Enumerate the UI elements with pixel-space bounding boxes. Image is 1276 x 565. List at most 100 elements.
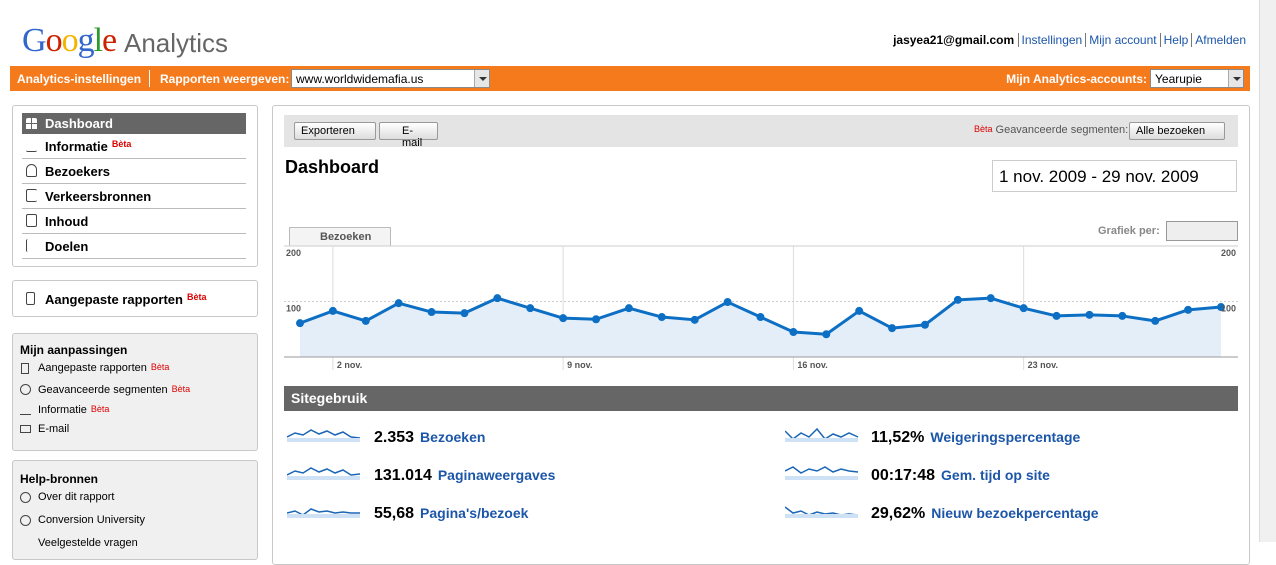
link[interactable]: Instellingen bbox=[1017, 33, 1086, 47]
page-title: Dashboard bbox=[285, 157, 380, 177]
link[interactable]: Help bbox=[1159, 33, 1192, 47]
label: Aangepaste rapporten bbox=[38, 362, 147, 374]
metric: 00:17:48 Gem. tijd op site bbox=[871, 467, 1050, 485]
x-tick-label: 9 nov. bbox=[567, 360, 592, 370]
point bbox=[592, 315, 601, 324]
nav-label: Doelen bbox=[45, 239, 89, 254]
nav-item[interactable]: Bezoekers bbox=[22, 159, 246, 184]
point bbox=[559, 314, 568, 323]
scrollbar[interactable] bbox=[1259, 0, 1276, 542]
icon bbox=[20, 406, 31, 415]
point bbox=[1052, 311, 1061, 320]
accounts-label: Mijn Analytics-accounts: bbox=[1006, 72, 1147, 86]
link[interactable]: E-mail bbox=[38, 423, 70, 435]
export-button[interactable]: Exporteren bbox=[294, 122, 376, 140]
point bbox=[1085, 310, 1094, 319]
separator bbox=[149, 70, 150, 87]
metric-value: 29,62% bbox=[871, 505, 926, 522]
x-tick-label: 16 nov. bbox=[797, 360, 827, 370]
label: Alle bezoeken bbox=[1136, 125, 1206, 137]
nav-item[interactable]: Doelen bbox=[22, 234, 246, 259]
label: E-mail bbox=[402, 125, 423, 149]
segments-select[interactable]: Alle bezoeken bbox=[1129, 122, 1225, 140]
point bbox=[296, 319, 304, 328]
section-title: Sitegebruik bbox=[291, 390, 368, 406]
y2-tick-label: 200 bbox=[1221, 248, 1236, 258]
y2-tick-label: 100 bbox=[1221, 304, 1236, 314]
email-button[interactable]: E-mail bbox=[379, 122, 438, 149]
icon bbox=[20, 492, 31, 503]
icon bbox=[20, 425, 31, 433]
sparklines bbox=[785, 427, 859, 518]
metric: 2.353 Bezoeken bbox=[374, 429, 485, 447]
point bbox=[756, 313, 765, 322]
metric: 131.014 Paginaweergaves bbox=[374, 467, 555, 485]
account-select[interactable]: Yearupie bbox=[1150, 69, 1244, 88]
metric-tab[interactable]: Bezoeken bbox=[289, 227, 391, 246]
point bbox=[427, 308, 436, 317]
nav-item[interactable]: Verkeersbronnen bbox=[22, 184, 246, 209]
graph-per: Grafiek per: bbox=[1098, 225, 1160, 237]
metric-label[interactable]: Bezoeken bbox=[420, 429, 486, 445]
metric: 55,68 Pagina's/bezoek bbox=[374, 505, 528, 523]
link[interactable]: Mijn account bbox=[1085, 33, 1160, 47]
site-select[interactable]: www.worldwidemafia.us bbox=[291, 69, 490, 88]
link[interactable]: Geavanceerde segmenten Bèta bbox=[38, 384, 190, 396]
nav-item[interactable]: Inhoud bbox=[22, 209, 246, 234]
date-range[interactable]: 1 nov. 2009 - 29 nov. 2009 bbox=[992, 160, 1237, 192]
nav-box bbox=[12, 105, 258, 267]
point bbox=[789, 328, 798, 337]
graph-per-buttons[interactable] bbox=[1166, 221, 1238, 241]
point bbox=[690, 315, 699, 324]
link[interactable]: Informatie Bèta bbox=[38, 404, 109, 416]
link[interactable]: Afmelden bbox=[1191, 33, 1249, 47]
point bbox=[460, 309, 469, 318]
nav-label: Inhoud bbox=[45, 214, 89, 229]
beta: Bèta bbox=[150, 362, 170, 372]
area bbox=[300, 298, 1221, 357]
point bbox=[361, 316, 370, 325]
metric-label[interactable]: Weigeringspercentage bbox=[930, 429, 1081, 445]
metric: 29,62% Nieuw bezoekpercentage bbox=[871, 505, 1099, 523]
label: Geavanceerde segmenten bbox=[38, 384, 168, 396]
link[interactable]: Conversion University bbox=[38, 514, 145, 526]
x-tick-label: 2 nov. bbox=[337, 360, 362, 370]
nav-item[interactable]: Dashboard bbox=[22, 113, 246, 134]
point bbox=[723, 298, 732, 307]
point bbox=[1151, 316, 1160, 325]
custom-reports[interactable]: Aangepaste rapporten Bèta bbox=[22, 287, 246, 312]
metric-label[interactable]: Gem. tijd op site bbox=[941, 467, 1050, 483]
link[interactable]: Aangepaste rapporten Bèta bbox=[38, 362, 169, 374]
beta: Bèta bbox=[90, 404, 110, 414]
section-header: Sitegebruik bbox=[284, 386, 1238, 411]
report-toolbar bbox=[284, 115, 1238, 147]
point bbox=[1118, 311, 1127, 320]
custom-reports-box bbox=[12, 280, 258, 317]
link[interactable]: Over dit rapport bbox=[38, 491, 115, 503]
help-box: Help-bronnen Over dit rapport Conversion… bbox=[12, 460, 258, 560]
metric-value: 00:17:48 bbox=[871, 467, 936, 484]
logo-google[interactable]: Google bbox=[22, 22, 117, 59]
section-title: Mijn aanpassingen bbox=[20, 343, 128, 357]
legend-label: Bezoeken bbox=[320, 231, 372, 243]
nav-item[interactable]: Informatie Bèta bbox=[22, 134, 246, 159]
point bbox=[394, 299, 403, 308]
point bbox=[657, 313, 666, 322]
nav-label: Bezoekers bbox=[45, 164, 111, 179]
point bbox=[855, 306, 864, 315]
metric-label[interactable]: Paginaweergaves bbox=[437, 467, 556, 483]
link[interactable]: Veelgestelde vragen bbox=[38, 537, 138, 549]
beta: Bèta bbox=[974, 124, 993, 134]
sparklines bbox=[287, 429, 361, 518]
metric-label[interactable]: Pagina's/bezoek bbox=[420, 505, 529, 521]
settings-link[interactable]: Analytics-instellingen bbox=[17, 72, 142, 86]
point bbox=[986, 294, 995, 303]
nav-label: Informatie bbox=[45, 139, 108, 154]
metric-label[interactable]: Nieuw bezoekpercentage bbox=[931, 505, 1099, 521]
chart: 2 nov. 9 nov. 16 nov. 23 nov. 100 200 100 200 bbox=[284, 245, 1238, 370]
nav-label: Aangepaste rapporten bbox=[45, 292, 183, 307]
nav-label: Dashboard bbox=[45, 116, 113, 131]
point bbox=[624, 304, 633, 313]
site: www.worldwidemafia.us bbox=[296, 72, 424, 86]
icon bbox=[20, 384, 31, 395]
